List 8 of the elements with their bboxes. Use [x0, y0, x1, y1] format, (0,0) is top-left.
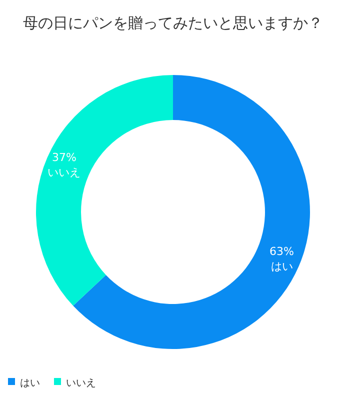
- data-label: 63%: [270, 245, 294, 258]
- donut-slice: [36, 75, 173, 306]
- legend-label: はい: [20, 378, 40, 389]
- slice-label: いいえ: [48, 166, 81, 179]
- data-label: 37%: [52, 150, 76, 164]
- chart-title: 母の日にパンを贈ってみたいと思いますか？: [23, 14, 323, 32]
- slice-label: はい: [270, 260, 293, 274]
- legend-label: いいえ: [66, 378, 96, 389]
